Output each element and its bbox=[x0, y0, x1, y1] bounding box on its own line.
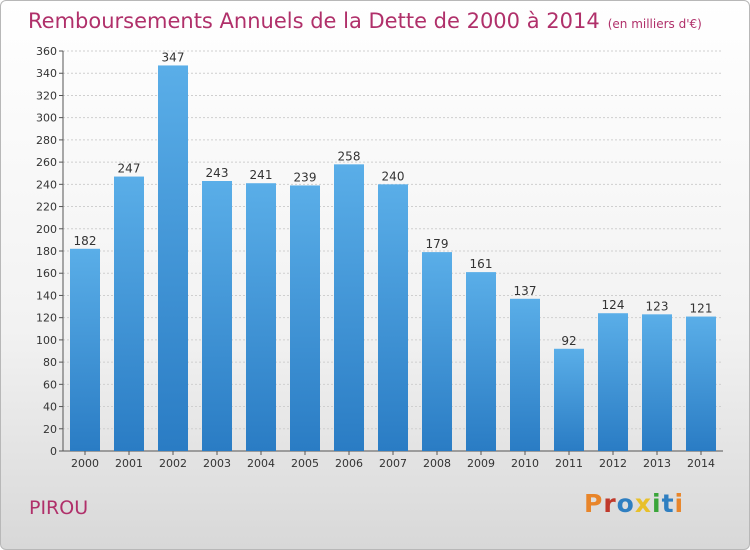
x-tick-label: 2003 bbox=[203, 457, 231, 470]
bar bbox=[686, 316, 716, 451]
x-tick-label: 2001 bbox=[115, 457, 143, 470]
bar bbox=[466, 272, 496, 451]
bar-value-label: 247 bbox=[118, 162, 141, 176]
y-tick-label: 80 bbox=[43, 356, 57, 369]
bar-value-label: 241 bbox=[250, 168, 273, 182]
bar-value-label: 124 bbox=[602, 298, 625, 312]
y-tick-label: 300 bbox=[36, 112, 57, 125]
x-tick-label: 2004 bbox=[247, 457, 275, 470]
y-tick-label: 260 bbox=[36, 156, 57, 169]
commune-name: PIROU bbox=[29, 497, 89, 519]
logo-letter: o bbox=[616, 489, 635, 518]
x-tick-label: 2006 bbox=[335, 457, 363, 470]
y-tick-label: 120 bbox=[36, 312, 57, 325]
logo-letter: r bbox=[603, 489, 617, 518]
y-tick-label: 280 bbox=[36, 134, 57, 147]
logo-letter: i bbox=[652, 489, 662, 518]
y-tick-label: 360 bbox=[36, 45, 57, 58]
bar-value-label: 347 bbox=[162, 50, 185, 64]
y-tick-label: 220 bbox=[36, 201, 57, 214]
y-tick-label: 200 bbox=[36, 223, 57, 236]
bar bbox=[422, 252, 452, 451]
y-tick-label: 100 bbox=[36, 334, 57, 347]
y-tick-label: 0 bbox=[50, 445, 57, 458]
proxiti-logo: Proxiti bbox=[584, 489, 684, 518]
bar-value-label: 137 bbox=[514, 284, 537, 298]
bar bbox=[334, 164, 364, 452]
logo-letter: x bbox=[634, 489, 652, 518]
bar-value-label: 92 bbox=[561, 334, 576, 348]
y-tick-label: 40 bbox=[43, 401, 57, 414]
bar bbox=[598, 313, 628, 451]
x-tick-label: 2010 bbox=[511, 457, 539, 470]
y-tick-label: 180 bbox=[36, 245, 57, 258]
bar-value-label: 121 bbox=[690, 302, 713, 316]
logo-letter: t bbox=[661, 489, 675, 518]
y-tick-label: 320 bbox=[36, 89, 57, 102]
bar-value-label: 239 bbox=[294, 170, 317, 184]
y-tick-label: 20 bbox=[43, 423, 57, 436]
x-tick-label: 2009 bbox=[467, 457, 495, 470]
x-tick-label: 2002 bbox=[159, 457, 187, 470]
title-unit: (en milliers d'€) bbox=[607, 17, 702, 31]
x-tick-label: 2008 bbox=[423, 457, 451, 470]
bar-value-label: 182 bbox=[74, 234, 97, 248]
x-tick-label: 2014 bbox=[687, 457, 715, 470]
y-tick-label: 240 bbox=[36, 178, 57, 191]
bar bbox=[290, 185, 320, 451]
logo-letter: i bbox=[674, 489, 685, 518]
x-tick-label: 2013 bbox=[643, 457, 671, 470]
y-tick-label: 340 bbox=[36, 67, 57, 80]
x-tick-label: 2000 bbox=[71, 457, 99, 470]
bar bbox=[554, 348, 584, 451]
bar-value-label: 179 bbox=[426, 237, 449, 251]
bar-value-label: 240 bbox=[382, 169, 405, 183]
bar bbox=[642, 314, 672, 451]
bar bbox=[510, 298, 540, 451]
x-tick-label: 2012 bbox=[599, 457, 627, 470]
bar-value-label: 161 bbox=[470, 257, 493, 271]
bar bbox=[202, 181, 232, 451]
title-main: Remboursements Annuels de la Dette de 20… bbox=[28, 9, 600, 33]
y-tick-label: 140 bbox=[36, 289, 57, 302]
y-tick-label: 160 bbox=[36, 267, 57, 280]
bar-value-label: 258 bbox=[338, 149, 361, 163]
bar bbox=[114, 176, 144, 452]
x-tick-label: 2007 bbox=[379, 457, 407, 470]
x-tick-label: 2005 bbox=[291, 457, 319, 470]
bar-value-label: 243 bbox=[206, 166, 229, 180]
chart-title: Remboursements Annuels de la Dette de 20… bbox=[28, 9, 702, 33]
y-tick-label: 60 bbox=[43, 378, 57, 391]
bar bbox=[70, 248, 100, 451]
bar bbox=[158, 65, 188, 451]
bar bbox=[246, 183, 276, 451]
bar bbox=[378, 184, 408, 452]
x-tick-label: 2011 bbox=[555, 457, 583, 470]
logo-letter: P bbox=[584, 489, 604, 518]
bar-value-label: 123 bbox=[646, 299, 669, 313]
